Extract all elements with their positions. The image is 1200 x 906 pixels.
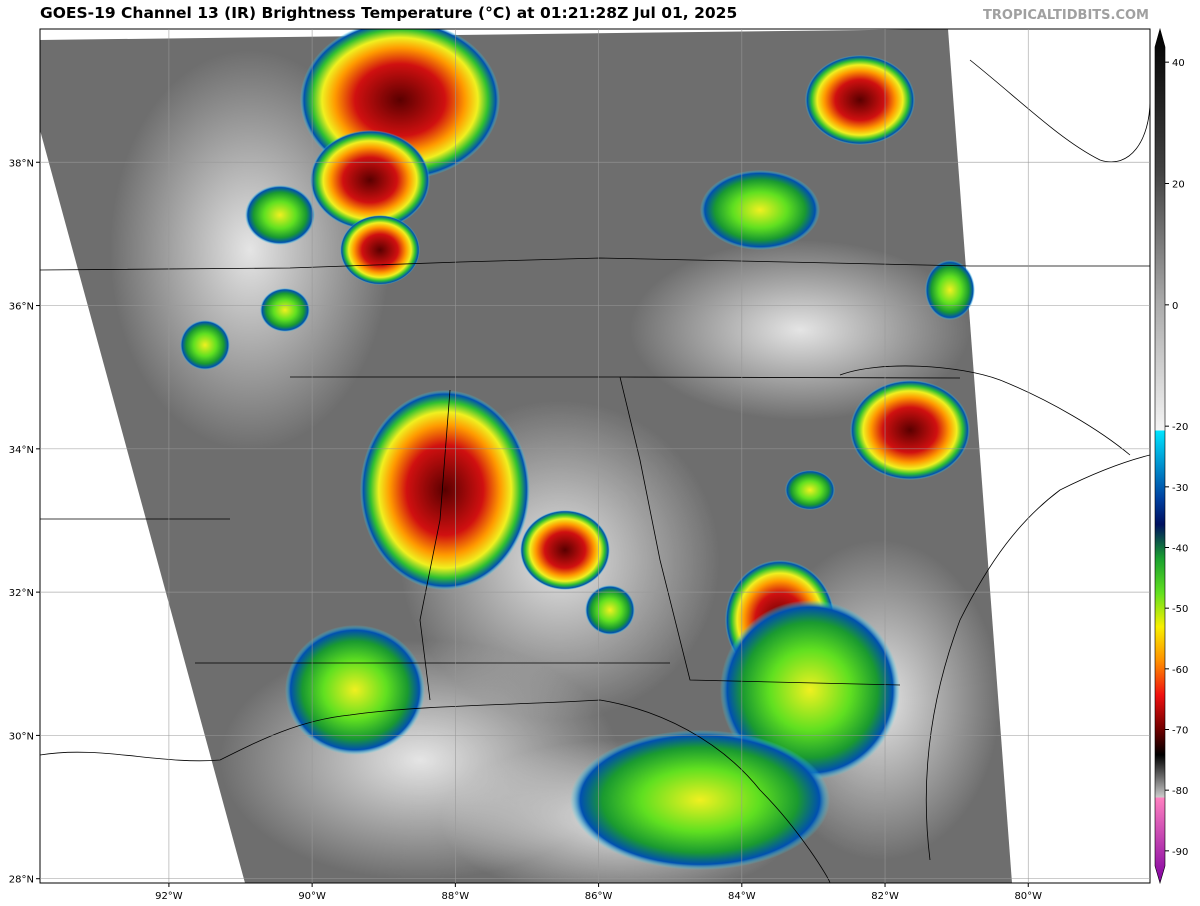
y-tick-label: 34°N <box>9 445 34 456</box>
y-tick-label: 32°N <box>9 588 34 599</box>
colorbar-label: 20 <box>1172 180 1185 191</box>
x-tick-label: 88°W <box>442 891 470 902</box>
y-tick-label: 28°N <box>9 875 34 886</box>
map-title: GOES-19 Channel 13 (IR) Brightness Tempe… <box>40 4 737 22</box>
boundaries <box>40 59 1150 883</box>
x-tick-label: 82°W <box>871 891 899 902</box>
colorbar-label: 0 <box>1172 301 1178 312</box>
map-frame <box>39 28 1151 884</box>
colorbar <box>1154 27 1166 885</box>
satellite-image <box>40 29 1150 883</box>
colorbar-label: -70 <box>1172 726 1188 737</box>
colorbar-label: -80 <box>1172 786 1188 797</box>
watermark: TROPICALTIDBITS.COM <box>983 8 1149 23</box>
colorbar-label: -20 <box>1172 422 1188 433</box>
colorbar-label: -90 <box>1172 847 1188 858</box>
colorbar-label: -50 <box>1172 604 1188 615</box>
y-tick-label: 38°N <box>9 158 34 169</box>
y-tick-label: 30°N <box>9 731 34 742</box>
x-tick-label: 90°W <box>298 891 326 902</box>
colorbar-label: -40 <box>1172 544 1188 555</box>
x-tick-label: 84°W <box>728 891 756 902</box>
x-tick-label: 86°W <box>585 891 613 902</box>
y-tick-label: 36°N <box>9 302 34 313</box>
x-tick-label: 80°W <box>1014 891 1042 902</box>
colorbar-label: 40 <box>1172 58 1185 69</box>
x-tick-label: 92°W <box>155 891 183 902</box>
colorbar-label: -30 <box>1172 483 1188 494</box>
colorbar-label: -60 <box>1172 665 1188 676</box>
